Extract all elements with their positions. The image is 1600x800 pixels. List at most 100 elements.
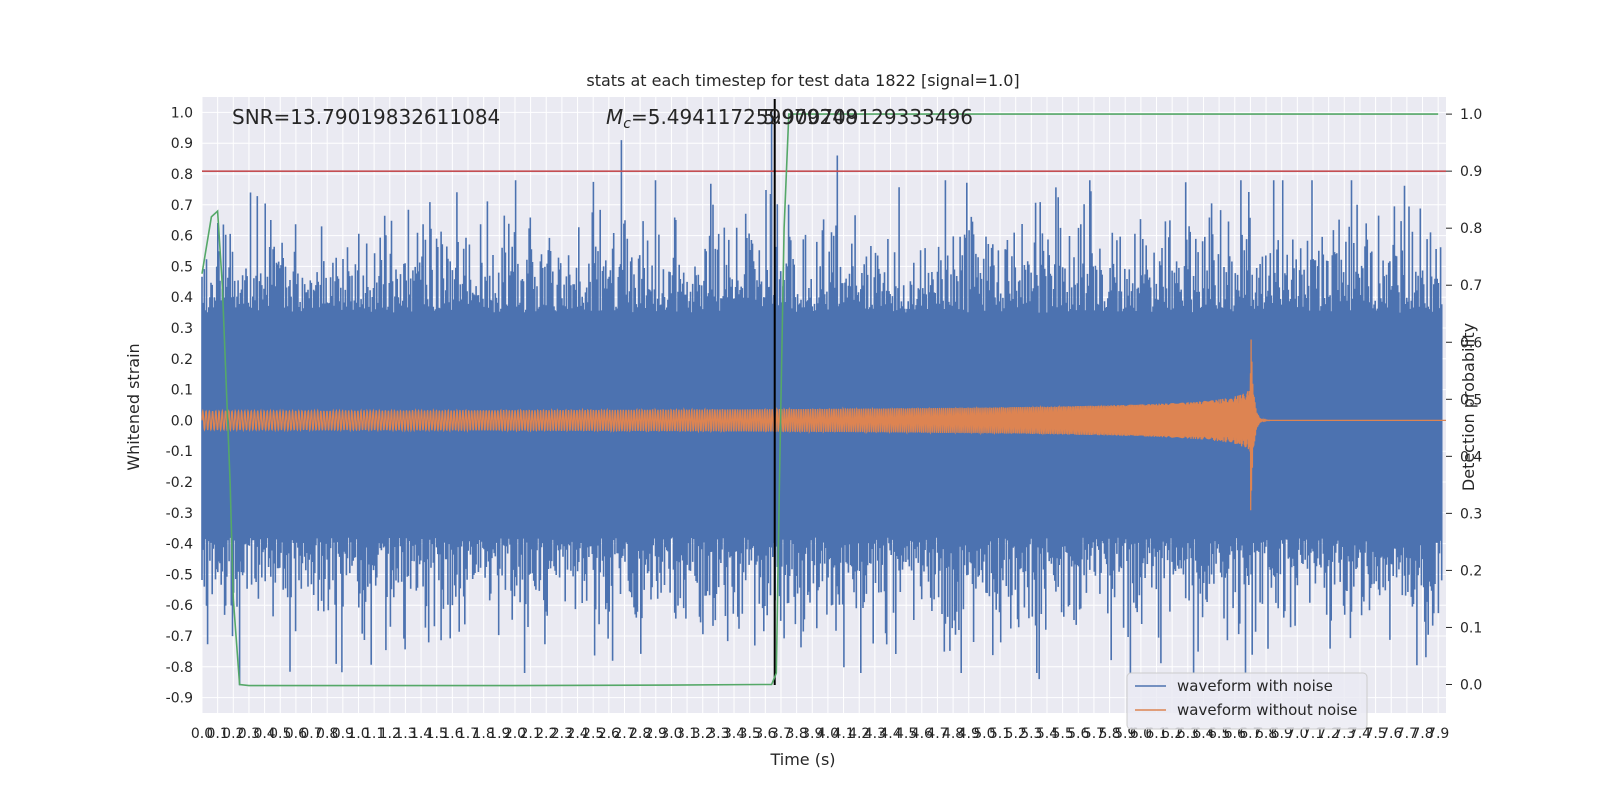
x-tick-label: 5.4 (1036, 726, 1058, 742)
y-left-tick-label: -0.3 (166, 506, 193, 522)
x-tick-label: 1.1 (363, 726, 385, 742)
x-tick-label: 1.6 (441, 726, 463, 742)
x-tick-label: 1.2 (379, 726, 401, 742)
x-tick-label: 2.0 (504, 726, 526, 742)
y-left-tick-label: 0.0 (171, 413, 193, 429)
x-tick-label: 6.4 (1192, 726, 1214, 742)
y-right-tick-label: 0.9 (1460, 164, 1482, 180)
x-tick-label: 7.6 (1380, 726, 1402, 742)
legend-label-noise: waveform with noise (1177, 677, 1333, 695)
x-tick-label: 7.0 (1286, 726, 1308, 742)
x-tick-label: 7.7 (1396, 726, 1418, 742)
y-axis-right-ticks: 0.0 0.1 0.2 0.3 0.4 0.5 0.6 0.7 0.8 0.9 1.0 (1446, 107, 1482, 693)
y-left-tick-label: -0.7 (166, 629, 193, 645)
y-right-tick-label: 0.3 (1460, 506, 1482, 522)
x-tick-label: 6.7 (1239, 726, 1261, 742)
x-tick-label: 0.1 (207, 726, 229, 742)
clean-chirp-line (201, 339, 1446, 511)
x-tick-label: 2.6 (598, 726, 620, 742)
y-left-tick-label: 0.3 (171, 321, 193, 337)
x-tick-label: 2.1 (519, 726, 541, 742)
chirp-mass-subscript: c (623, 116, 631, 132)
x-tick-label: 1.5 (426, 726, 448, 742)
x-tick-label: 6.0 (1130, 726, 1152, 742)
x-tick-label: 0.6 (285, 726, 307, 742)
x-tick-label: 1.7 (457, 726, 479, 742)
x-tick-label: 4.3 (864, 726, 886, 742)
x-tick-label: 4.4 (879, 726, 901, 742)
x-tick-label: 0.3 (238, 726, 260, 742)
x-tick-label: 4.6 (911, 726, 933, 742)
x-tick-label: 5.7 (1083, 726, 1105, 742)
x-tick-label: 0.2 (222, 726, 244, 742)
x-tick-label: 2.9 (645, 726, 667, 742)
x-tick-label: 0.8 (316, 726, 338, 742)
x-tick-label: 6.1 (1145, 726, 1167, 742)
x-tick-label: 5.5 (1051, 726, 1073, 742)
y-right-tick-label: 0.7 (1460, 278, 1482, 294)
x-tick-label: 0.0 (191, 726, 213, 742)
y-left-tick-label: 0.7 (171, 198, 193, 214)
y-left-tick-label: 1.0 (171, 105, 193, 121)
x-tick-label: 4.2 (848, 726, 870, 742)
y-left-tick-label: -0.1 (166, 444, 193, 460)
y-right-tick-label: 0.5 (1460, 392, 1482, 408)
chart-title: stats at each timestep for test data 182… (586, 71, 1019, 90)
y-axis-right-label: Detection probability (1459, 323, 1478, 491)
y-right-tick-label: 0.0 (1460, 677, 1482, 693)
x-axis-label: Time (s) (769, 750, 835, 769)
x-tick-label: 6.5 (1208, 726, 1230, 742)
y-axis-left-ticks: -0.9 -0.8 -0.7 -0.6 -0.5 -0.4 -0.3 -0.2 -0.1 0.0 0… (166, 105, 193, 706)
x-tick-label: 7.3 (1333, 726, 1355, 742)
x-tick-label: 4.9 (958, 726, 980, 742)
chirp-mass-symbol: M (606, 105, 623, 129)
x-tick-label: 2.7 (613, 726, 635, 742)
y-left-tick-label: 0.1 (171, 383, 193, 399)
x-tick-label: 6.9 (1271, 726, 1293, 742)
x-tick-label: 7.1 (1302, 726, 1324, 742)
y-right-tick-label: 1.0 (1460, 107, 1482, 123)
x-tick-label: 4.8 (942, 726, 964, 742)
y-right-tick-label: 0.6 (1460, 335, 1482, 351)
legend-box (1126, 672, 1368, 730)
x-tick-label: 3.9 (801, 726, 823, 742)
y-right-tick-label: 0.4 (1460, 449, 1482, 465)
y-left-tick-label: -0.8 (166, 660, 193, 676)
x-tick-label: 5.0 (973, 726, 995, 742)
y-left-tick-label: -0.5 (166, 567, 193, 583)
x-tick-label: 5.9 (1114, 726, 1136, 742)
y-left-tick-label: -0.6 (166, 598, 193, 614)
x-tick-label: 1.9 (488, 726, 510, 742)
x-tick-label: 4.0 (817, 726, 839, 742)
x-tick-label: 3.0 (660, 726, 682, 742)
y-left-tick-label: 0.8 (171, 167, 193, 183)
x-tick-label: 2.8 (629, 726, 651, 742)
x-tick-label: 3.5 (739, 726, 761, 742)
y-left-tick-label: 0.6 (171, 229, 193, 245)
y-left-tick-label: -0.9 (166, 691, 193, 707)
legend: waveform with noise waveform without noi… (1126, 672, 1368, 730)
y-left-tick-label: 0.9 (171, 136, 193, 152)
x-tick-label: 7.2 (1318, 726, 1340, 742)
x-tick-label: 6.3 (1177, 726, 1199, 742)
x-tick-label: 7.8 (1411, 726, 1433, 742)
x-tick-label: 3.4 (723, 726, 745, 742)
y-right-tick-label: 0.2 (1460, 563, 1482, 579)
overlap-annotation: 5.900709129333496 (763, 105, 973, 129)
x-tick-label: 0.7 (300, 726, 322, 742)
x-tick-label: 5.2 (1005, 726, 1027, 742)
x-tick-label: 6.2 (1161, 726, 1183, 742)
chirp-mass-value: =5.494117259979248 (631, 105, 858, 129)
x-axis-ticks: 0.00.10.20.30.40.50.60.70.80.91.01.11.21… (191, 726, 1449, 742)
x-tick-label: 5.6 (1067, 726, 1089, 742)
x-tick-label: 0.5 (269, 726, 291, 742)
x-tick-label: 7.4 (1349, 726, 1371, 742)
x-tick-label: 1.3 (394, 726, 416, 742)
x-tick-label: 2.3 (551, 726, 573, 742)
x-tick-label: 3.3 (707, 726, 729, 742)
x-tick-label: 5.1 (989, 726, 1011, 742)
y-left-tick-label: 0.2 (171, 352, 193, 368)
x-tick-label: 3.2 (692, 726, 714, 742)
x-tick-label: 5.3 (1020, 726, 1042, 742)
